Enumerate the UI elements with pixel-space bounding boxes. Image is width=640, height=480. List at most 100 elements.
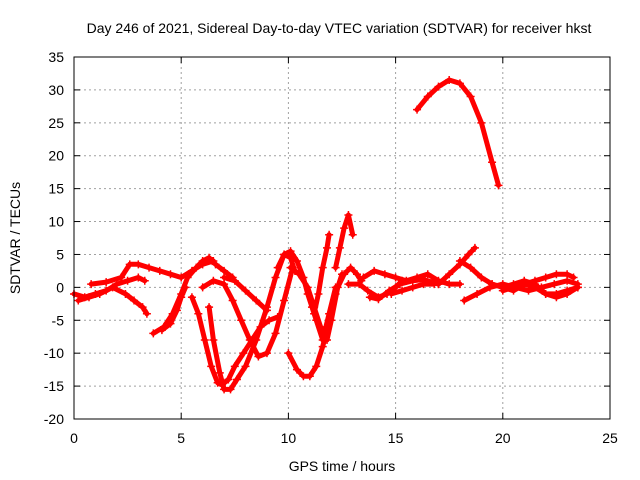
data-point [370, 266, 379, 275]
data-point [445, 76, 454, 85]
data-point [541, 273, 550, 282]
data-point [245, 336, 254, 345]
x-tick-label: 20 [495, 430, 511, 446]
series-arc-7 [205, 250, 299, 394]
data-point [166, 270, 175, 279]
data-point [434, 280, 443, 289]
y-tick-label: 15 [48, 181, 64, 197]
data-point [573, 283, 582, 292]
data-point [292, 365, 301, 374]
series-arc-24 [498, 280, 582, 298]
series-line [288, 265, 364, 343]
data-point [123, 276, 132, 285]
x-tick-label: 25 [602, 430, 618, 446]
data-point [380, 270, 389, 279]
data-point [340, 224, 349, 233]
x-tick-label: 15 [388, 430, 404, 446]
data-point [220, 273, 229, 282]
data-point [286, 247, 295, 256]
data-point [177, 293, 186, 302]
data-point [157, 326, 166, 335]
data-point [198, 257, 207, 266]
data-point [230, 276, 239, 285]
data-point [280, 250, 289, 259]
data-point [262, 306, 271, 315]
data-point [530, 283, 539, 292]
data-point [408, 283, 417, 292]
data-point [305, 372, 314, 381]
data-point [445, 270, 454, 279]
data-point [552, 289, 561, 298]
series-line [333, 212, 356, 271]
data-point [470, 243, 479, 252]
y-tick-label: 35 [48, 49, 64, 65]
x-tick-label: 10 [281, 430, 297, 446]
y-tick-label: -20 [44, 411, 64, 427]
data-point [413, 105, 422, 114]
data-point [346, 263, 355, 272]
series-arc-18 [387, 280, 439, 298]
data-point [205, 253, 214, 262]
data-point [466, 263, 475, 272]
series-line [461, 278, 581, 303]
data-point [327, 316, 336, 325]
data-point [295, 270, 304, 279]
data-point [239, 349, 248, 358]
data-point [344, 210, 353, 219]
data-point [209, 336, 218, 345]
data-point [192, 263, 201, 272]
data-point [466, 92, 475, 101]
data-point [286, 263, 295, 272]
series-arc-14 [331, 210, 357, 272]
data-point [228, 296, 237, 305]
data-point [134, 273, 143, 282]
data-point [230, 362, 239, 371]
data-point [359, 273, 368, 282]
data-point [494, 181, 503, 190]
x-tick-label: 5 [177, 430, 185, 446]
data-point [130, 296, 139, 305]
data-point [402, 276, 411, 285]
x-axis-label: GPS time / hours [289, 458, 396, 474]
series-arc-3 [87, 257, 218, 289]
data-point [271, 329, 280, 338]
data-point [316, 322, 325, 331]
data-point [423, 270, 432, 279]
data-point [455, 280, 464, 289]
data-point [284, 349, 293, 358]
data-point [460, 296, 469, 305]
series-arc-9 [220, 273, 271, 315]
data-point [198, 283, 207, 292]
data-point [117, 273, 126, 282]
data-point [563, 286, 572, 295]
y-tick-label: 25 [48, 115, 64, 131]
data-point [387, 289, 396, 298]
data-point [464, 250, 473, 259]
data-point [520, 280, 529, 289]
data-point [374, 295, 383, 304]
data-point [241, 362, 250, 371]
data-point [391, 273, 400, 282]
data-point [353, 270, 362, 279]
data-point [498, 286, 507, 295]
series-arc-19 [413, 76, 503, 190]
data-point [149, 329, 158, 338]
data-point [207, 362, 216, 371]
data-point [142, 309, 151, 318]
data-point [355, 280, 364, 289]
data-point [166, 319, 175, 328]
data-point [552, 270, 561, 279]
data-point [108, 283, 117, 292]
y-tick-label: 10 [48, 214, 64, 230]
data-point [569, 273, 578, 282]
data-point [271, 273, 280, 282]
data-point [318, 263, 327, 272]
data-point [455, 257, 464, 266]
series-arc-2 [74, 283, 151, 318]
data-point [509, 283, 518, 292]
data-point [434, 82, 443, 91]
data-point [194, 309, 203, 318]
data-point [541, 289, 550, 298]
data-point [95, 289, 104, 298]
